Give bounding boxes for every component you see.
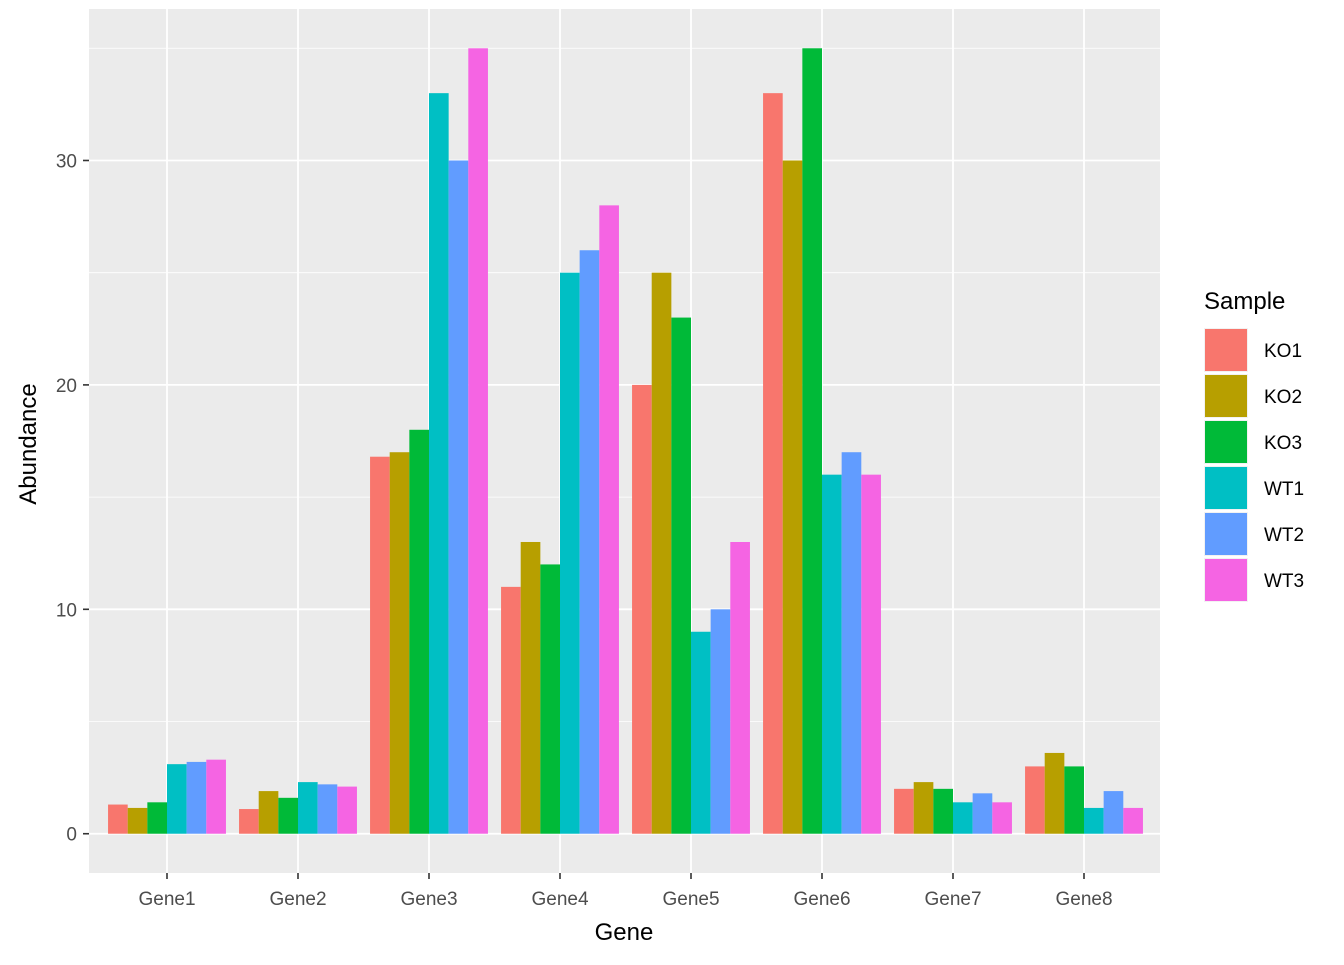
bar-gene1-ko3	[147, 802, 167, 834]
bar-gene6-ko2	[782, 160, 803, 834]
bar-gene6-ko3	[802, 48, 822, 834]
x-tick-label: Gene8	[1055, 889, 1112, 910]
legend: Sample KO1 KO2 KO3 WT1 WT2 WT3	[1204, 288, 1304, 602]
bar-gene8-ko2	[1044, 752, 1065, 834]
bar-gene1-ko2	[127, 807, 148, 834]
bar-gene6-wt1	[822, 474, 842, 834]
x-axis: Gene1 Gene2 Gene3 Gene4 Gene5 Gene6 Gene7 Gene8	[138, 873, 1113, 910]
minor-gridlines	[89, 47, 1160, 722]
bar-gene4-ko2	[520, 541, 541, 834]
bar-gene6-ko1	[763, 93, 783, 834]
bar-gene5-wt1	[691, 631, 711, 834]
bar-gene6-wt3	[861, 474, 881, 834]
legend-swatch-wt3	[1205, 559, 1247, 601]
bar-gene3-ko2	[389, 452, 410, 834]
bar-gene1-wt3	[206, 759, 226, 834]
legend-items: KO1 KO2 KO3 WT1 WT2 WT3	[1204, 328, 1304, 602]
legend-title: Sample	[1204, 288, 1285, 315]
x-tick-label: Gene5	[662, 889, 719, 910]
bar-gene4-wt3	[599, 205, 619, 834]
bar-gene7-wt2	[972, 793, 993, 834]
bar-gene8-wt2	[1103, 791, 1124, 834]
legend-label-ko3: KO3	[1264, 433, 1302, 454]
y-tick-label: 10	[56, 600, 77, 621]
y-tick-label: 0	[66, 825, 77, 846]
x-tick-label: Gene4	[531, 889, 588, 910]
x-tick-label: Gene7	[924, 889, 981, 910]
bar-gene2-wt2	[317, 784, 338, 834]
legend-swatch-ko3	[1205, 421, 1247, 463]
bar-gene8-ko1	[1025, 766, 1045, 834]
bar-gene8-wt1	[1084, 807, 1104, 834]
x-axis-title: Gene	[595, 919, 654, 946]
bar-gene4-ko3	[540, 564, 560, 834]
legend-label-ko2: KO2	[1264, 387, 1302, 408]
bar-gene4-wt2	[579, 250, 600, 834]
bar-gene7-ko3	[933, 788, 953, 834]
y-tick-label: 20	[56, 376, 77, 397]
bar-gene5-wt2	[710, 609, 731, 834]
bar-gene5-ko2	[651, 272, 672, 834]
legend-swatch-ko1	[1205, 329, 1247, 371]
bar-gene4-wt1	[560, 272, 580, 834]
bar-gene3-wt2	[448, 160, 469, 834]
legend-label-wt1: WT1	[1264, 479, 1304, 500]
bar-gene2-ko1	[239, 809, 259, 834]
bar-gene7-wt1	[953, 802, 973, 834]
x-tick-label: Gene3	[400, 889, 457, 910]
legend-swatch-wt1	[1205, 467, 1247, 509]
bars-group	[108, 48, 1143, 834]
bar-gene8-ko3	[1064, 766, 1084, 834]
bar-gene2-ko2	[258, 791, 279, 834]
legend-swatch-wt2	[1205, 513, 1247, 555]
bar-gene1-ko1	[108, 804, 128, 834]
bar-gene3-ko3	[409, 429, 429, 834]
y-tick-label: 30	[56, 151, 77, 172]
y-axis-title: Abundance	[15, 383, 42, 504]
legend-label-wt2: WT2	[1264, 525, 1304, 546]
plot-panel	[89, 9, 1160, 873]
bar-gene7-wt3	[992, 802, 1012, 834]
x-tick-label: Gene1	[138, 889, 195, 910]
bar-gene2-wt1	[298, 782, 318, 834]
bar-gene3-wt3	[468, 48, 488, 834]
x-tick-label: Gene2	[269, 889, 326, 910]
bar-gene1-wt2	[186, 761, 207, 834]
bar-gene2-ko3	[278, 797, 298, 834]
bar-gene5-ko1	[632, 384, 652, 834]
legend-swatch-ko2	[1205, 375, 1247, 417]
bar-gene1-wt1	[167, 764, 187, 834]
bar-gene5-wt3	[730, 541, 750, 834]
bar-gene6-wt2	[841, 452, 862, 834]
y-axis: 0 10 20 30	[56, 151, 89, 846]
bar-gene7-ko2	[913, 782, 934, 834]
bar-gene8-wt3	[1123, 807, 1143, 834]
bar-gene7-ko1	[894, 788, 914, 834]
bar-gene3-wt1	[429, 93, 449, 834]
legend-label-wt3: WT3	[1264, 571, 1304, 592]
legend-label-ko1: KO1	[1264, 341, 1302, 362]
bar-gene2-wt3	[337, 786, 357, 834]
bar-gene4-ko1	[501, 586, 521, 834]
bar-gene5-ko3	[671, 317, 691, 834]
bar-gene3-ko1	[370, 456, 390, 834]
x-tick-label: Gene6	[793, 889, 850, 910]
